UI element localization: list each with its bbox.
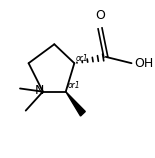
Text: or1: or1 <box>67 81 80 90</box>
Text: or1: or1 <box>76 54 88 63</box>
Text: O: O <box>95 9 105 22</box>
Polygon shape <box>66 92 85 116</box>
Text: N: N <box>35 84 44 97</box>
Text: OH: OH <box>134 57 154 70</box>
